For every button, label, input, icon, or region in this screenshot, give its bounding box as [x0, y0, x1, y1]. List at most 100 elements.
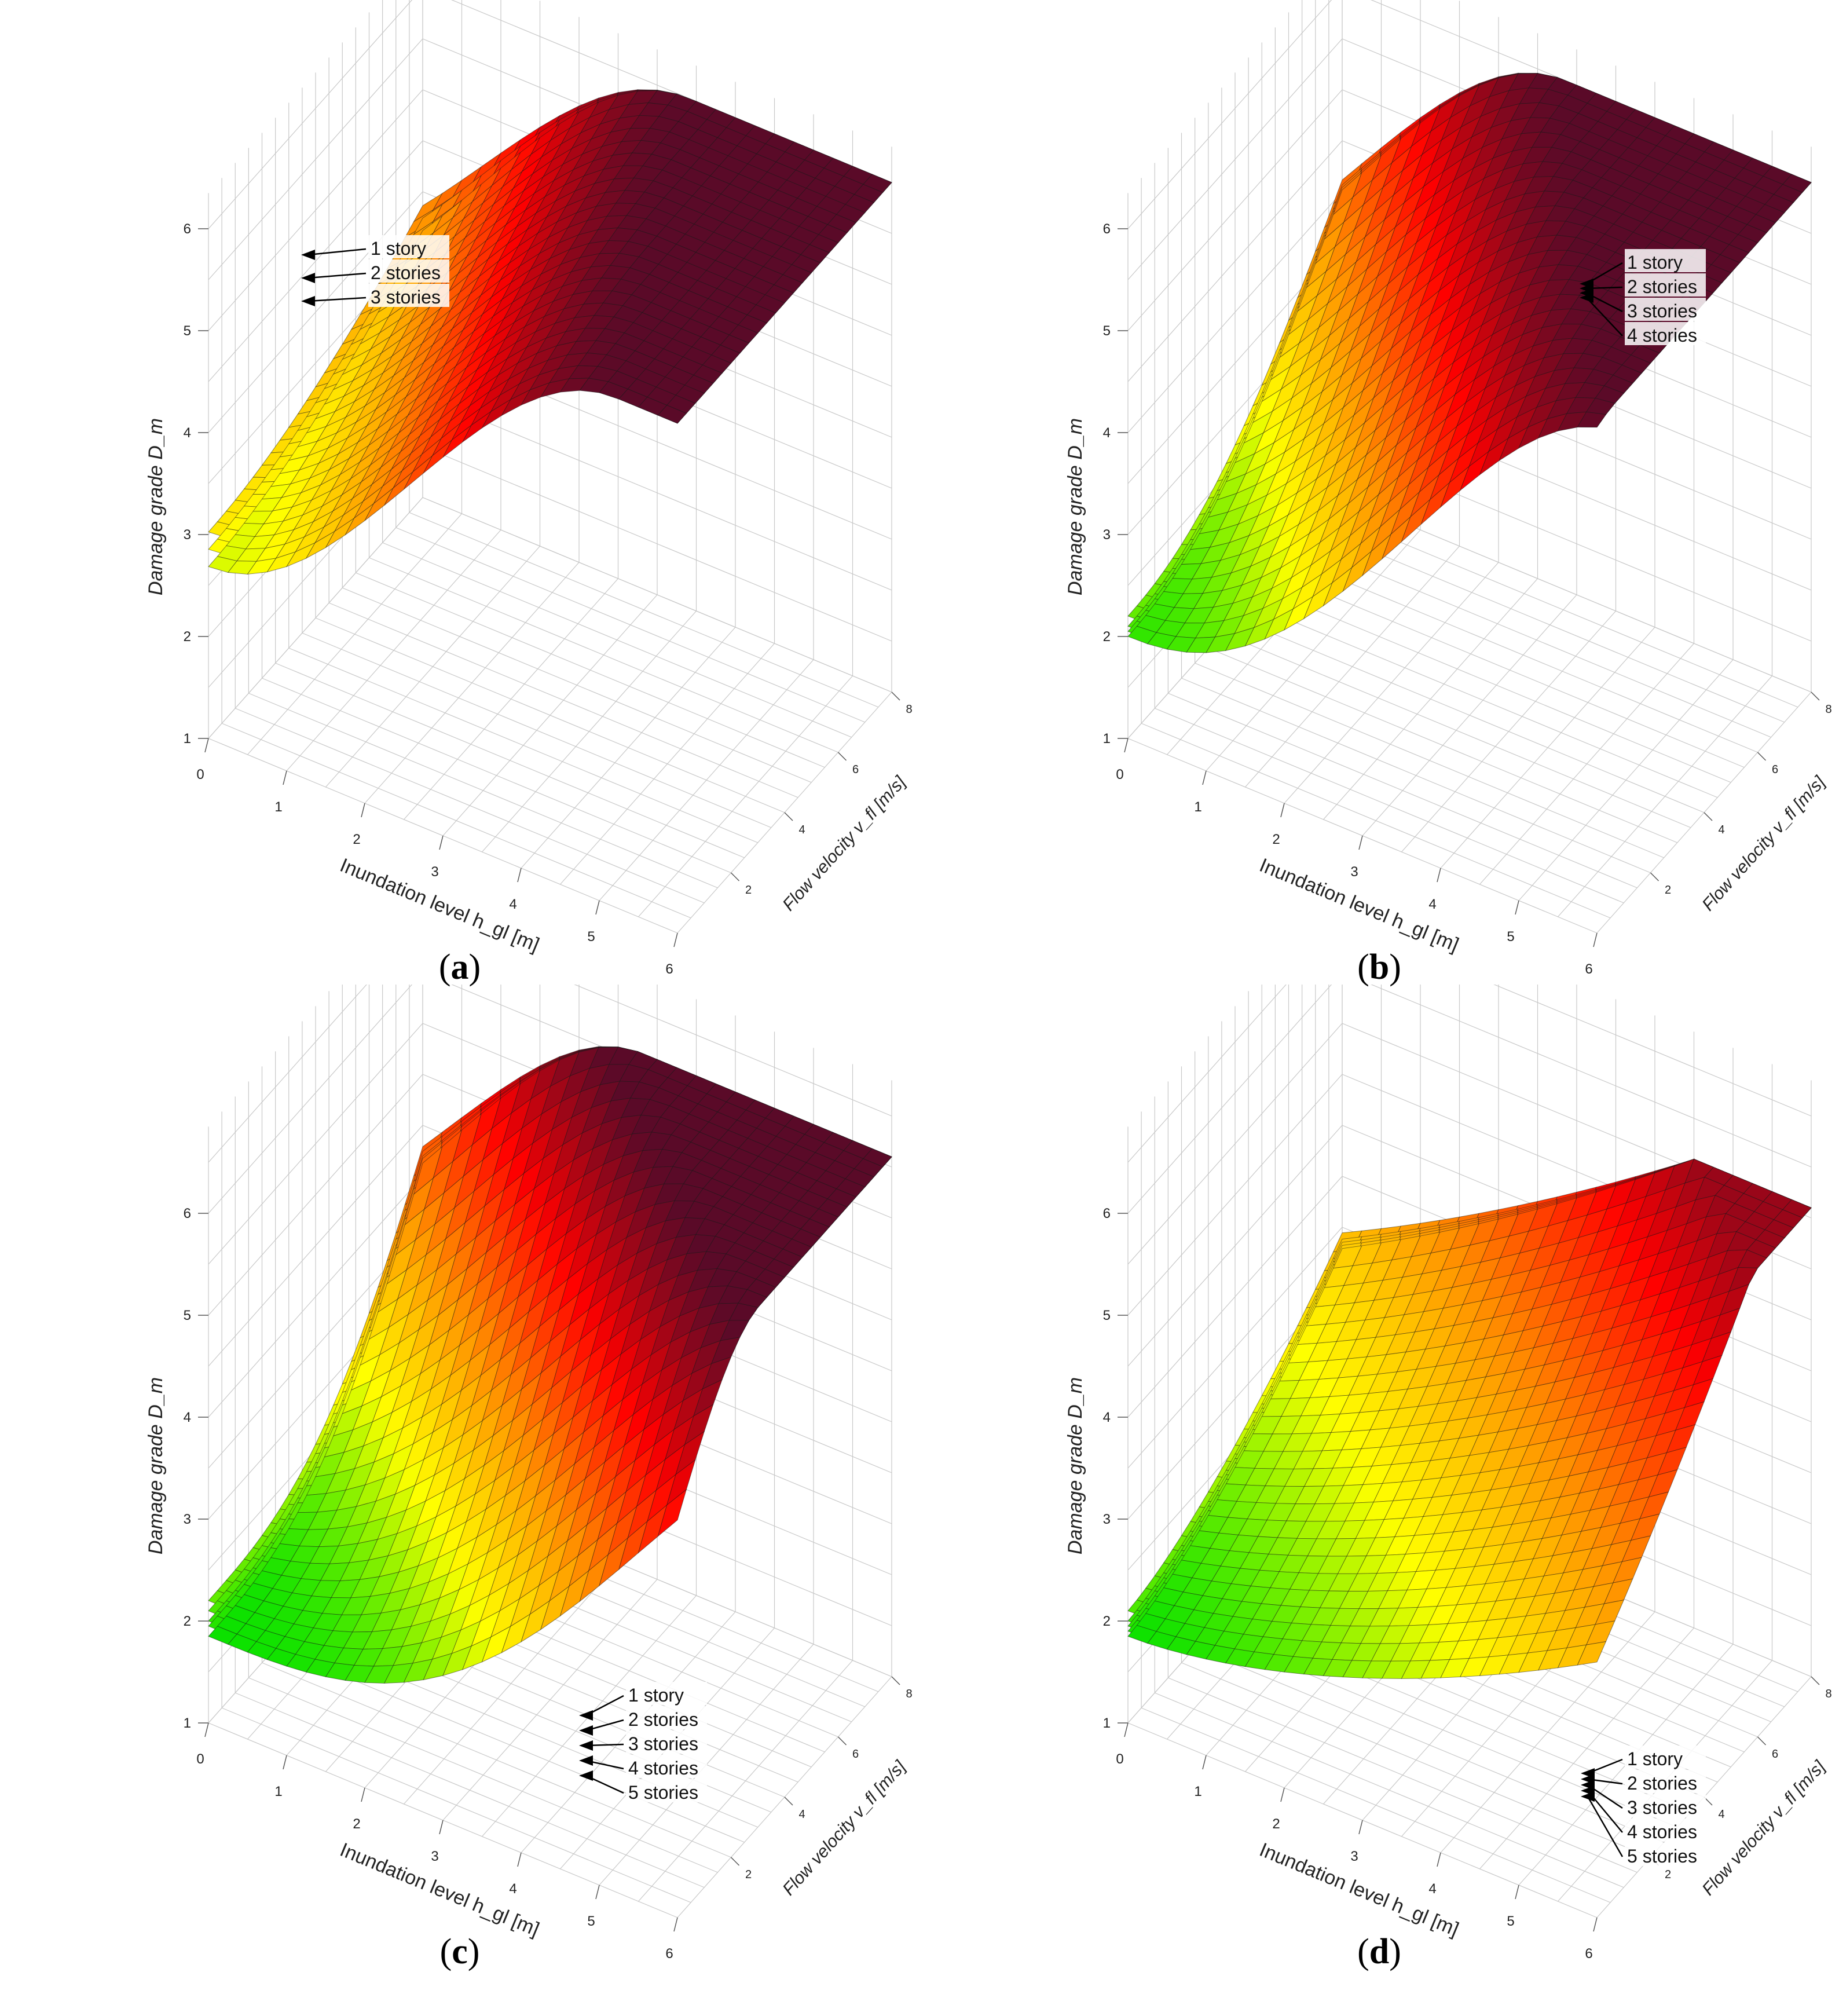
x-tick-label: 5: [1507, 929, 1514, 945]
panel-a: 1 2 3 4 5 6 0 1 2 3 4 5 6 2 4 6 8 Damage grade D_m Inundat…: [0, 0, 919, 1008]
x-tick-label: 2: [353, 832, 360, 847]
y-axis-label: Flow velocity v_fl [m/s]: [779, 773, 910, 915]
series-label: 2 stories: [371, 262, 441, 283]
grid-line: [235, 1692, 705, 1888]
grid-line: [1302, 542, 1771, 738]
x-tick: [595, 900, 600, 915]
grid-line: [1127, 140, 1343, 382]
series-arrowhead: [1580, 292, 1593, 303]
z-tick-label: 6: [184, 1206, 191, 1221]
series-label-bg: [1625, 273, 1706, 297]
y-tick: [1650, 872, 1660, 881]
x-tick: [1202, 770, 1207, 785]
x-tick-label: 3: [1350, 864, 1358, 880]
surface-cell: [657, 405, 687, 424]
x-tick: [517, 1852, 522, 1867]
x-tick-label: 3: [431, 864, 438, 880]
series-arrowhead: [301, 250, 315, 260]
x-tick: [1437, 868, 1441, 883]
x-tick-label: 0: [196, 767, 204, 782]
grid-line: [208, 1023, 423, 1265]
z-tick-label: 3: [184, 527, 191, 543]
x-tick-label: 0: [196, 1751, 204, 1767]
z-axis-label: Damage grade D_m: [145, 418, 167, 595]
y-tick: [784, 1797, 793, 1806]
series-arrow: [307, 297, 367, 302]
x-tick: [361, 803, 365, 818]
grid-line: [221, 1707, 691, 1903]
grid-line: [1141, 723, 1611, 919]
y-tick: [784, 812, 793, 821]
x-tick: [1124, 738, 1129, 753]
grid-line: [302, 632, 772, 828]
grid-line: [1127, 191, 1343, 433]
series-label: 3 stories: [371, 287, 441, 308]
grid-line: [221, 723, 691, 919]
z-tick-label: 2: [184, 629, 191, 645]
y-tick: [1811, 691, 1820, 701]
x-tick-label: 2: [1272, 832, 1280, 847]
y-tick: [837, 1736, 847, 1746]
z-tick-label: 3: [184, 1512, 191, 1527]
y-tick: [1704, 812, 1713, 821]
grid-line: [356, 572, 825, 768]
grid-line: [208, 1125, 423, 1367]
grid-line: [248, 693, 718, 888]
y-tick-label: 2: [745, 884, 752, 897]
grid-line: [1127, 89, 1343, 331]
x-tick: [283, 770, 287, 785]
z-axis-label: Damage grade D_m: [145, 1377, 167, 1554]
x-tick-label: 3: [431, 1849, 438, 1864]
grid-line: [574, 985, 892, 1117]
y-tick-label: 8: [906, 1688, 912, 1700]
caption-letter-a: a: [450, 947, 469, 987]
surface-4-stories: [1127, 73, 1812, 653]
y-tick-label: 2: [745, 1868, 752, 1881]
z-tick-label: 2: [184, 1613, 191, 1629]
x-tick-label: 6: [1585, 961, 1592, 977]
y-tick-label: 4: [1718, 824, 1724, 836]
x-tick: [361, 1787, 365, 1802]
y-tick: [730, 872, 740, 881]
grid-line: [208, 1074, 423, 1316]
grid-line: [1127, 38, 1343, 280]
x-tick-label: 1: [274, 1784, 282, 1799]
grid-line: [409, 512, 879, 708]
y-tick-label: 6: [852, 763, 859, 776]
series-arrow: [307, 248, 367, 256]
x-tick-label: 5: [587, 1913, 595, 1929]
x-tick-label: 1: [1194, 799, 1201, 815]
series-label-bg: [1625, 249, 1706, 272]
caption-letter-b: b: [1369, 947, 1390, 987]
z-tick-label: 5: [1103, 323, 1111, 339]
x-tick: [439, 835, 444, 850]
grid-line: [328, 602, 798, 798]
grid-line: [262, 1662, 731, 1858]
series-label-bg: [368, 284, 449, 307]
grid-line: [1221, 632, 1691, 828]
grid-line: [208, 985, 367, 1163]
x-tick-label: 5: [587, 929, 595, 945]
series-label: 1 story: [371, 238, 426, 259]
grid-line: [248, 1677, 718, 1873]
grid-line: [1328, 512, 1798, 708]
grid-line: [208, 1176, 423, 1418]
grid-line: [1127, 0, 1332, 229]
x-tick-label: 4: [1428, 897, 1436, 912]
x-tick-label: 0: [1116, 767, 1123, 782]
x-tick: [1358, 835, 1363, 850]
x-tick: [204, 738, 209, 753]
series-arrowhead: [301, 296, 315, 306]
x-tick: [1593, 932, 1598, 947]
series-label: 3 stories: [1627, 301, 1697, 321]
z-tick-label: 4: [184, 425, 191, 441]
series-label-bg: [1625, 322, 1706, 345]
panel-c: 1 2 3 4 5 6 0 1 2 3 4 5 6 2 4 6 8 Damage grade D_m Inundat…: [0, 985, 919, 1992]
x-tick: [204, 1722, 209, 1737]
surface-3-stories: [208, 90, 892, 575]
grid-line: [1315, 527, 1785, 723]
y-tick: [891, 691, 900, 701]
y-tick: [837, 752, 847, 761]
z-tick-label: 5: [184, 1308, 191, 1323]
